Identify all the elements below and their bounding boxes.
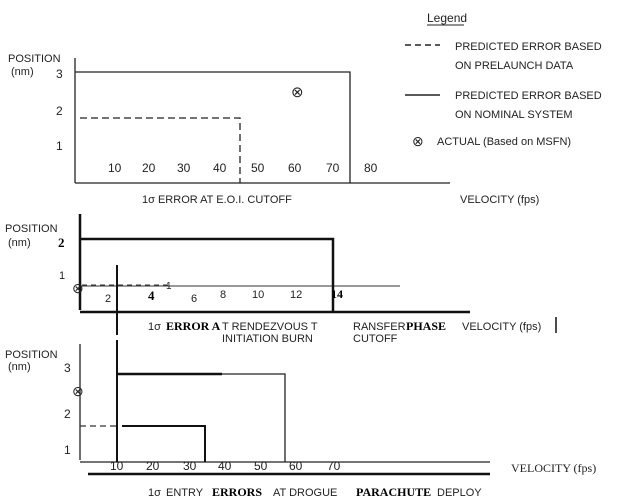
p2-caption-phase: PHASE bbox=[406, 319, 446, 333]
p2-xtick-8: 8 bbox=[220, 289, 226, 301]
legend-nominal-line2: ON NOMINAL SYSTEM bbox=[455, 109, 573, 121]
panel-entry: POSITION (nm) 3 2 1 ⊗ 10 20 30 40 50 60 … bbox=[5, 340, 596, 499]
p1-xtick-10: 10 bbox=[108, 161, 122, 175]
p3-caption-sigma: 1σ bbox=[148, 487, 161, 499]
p2-xtick-12: 12 bbox=[290, 289, 302, 301]
p3-ytick-2: 2 bbox=[64, 407, 71, 421]
p3-xtick-30: 30 bbox=[183, 459, 197, 473]
p3-prelaunch-line bbox=[122, 425, 206, 462]
p1-xtick-70: 70 bbox=[326, 161, 340, 175]
p3-xtick-50: 50 bbox=[254, 459, 268, 473]
p3-nominal-line bbox=[222, 373, 286, 462]
p1-xtick-60: 60 bbox=[288, 161, 302, 175]
p1-ytick-1: 1 bbox=[56, 139, 63, 153]
legend: Legend PREDICTED ERROR BASED ON PRELAUNC… bbox=[405, 11, 602, 149]
p3-ylabel-line1: POSITION bbox=[5, 349, 58, 361]
legend-title: Legend bbox=[427, 11, 467, 25]
p3-ylabel-line2: (nm) bbox=[8, 361, 31, 373]
p2-xtick-1: 1 bbox=[166, 281, 172, 292]
legend-prelaunch-line1: PREDICTED ERROR BASED bbox=[455, 41, 602, 53]
p2-ytick-2: 2 bbox=[58, 235, 65, 250]
p2-xtick-2: 2 bbox=[105, 293, 111, 305]
p1-xtick-20: 20 bbox=[142, 161, 156, 175]
p3-actual-marker: ⊗ bbox=[72, 383, 84, 399]
panel-rendezvous: POSITION (nm) 2 1 ⊗ 2 4 1 6 8 10 12 14 1… bbox=[5, 214, 557, 345]
p3-ytick-1: 1 bbox=[64, 443, 71, 457]
p2-xtick-4: 4 bbox=[148, 288, 155, 303]
p1-xtick-50: 50 bbox=[251, 161, 265, 175]
p3-caption-deploy: DEPLOY bbox=[437, 487, 482, 499]
p2-caption-ransfer: RANSFER bbox=[353, 321, 406, 333]
p1-xtick-80: 80 bbox=[364, 161, 378, 175]
p2-caption-error-a: ERROR A bbox=[166, 319, 221, 333]
legend-nominal-line1: PREDICTED ERROR BASED bbox=[455, 90, 602, 102]
p1-xtick-30: 30 bbox=[177, 161, 191, 175]
p1-prelaunch-line bbox=[80, 117, 241, 183]
p3-ytick-3: 3 bbox=[64, 361, 71, 375]
legend-actual-label: ACTUAL (Based on MSFN) bbox=[437, 136, 571, 148]
panel-eoi: POSITION (nm) 3 2 1 ⊗ 10 20 30 40 50 60 … bbox=[8, 53, 539, 206]
p2-xtick-6: 6 bbox=[191, 293, 197, 305]
p1-xtick-40: 40 bbox=[213, 161, 227, 175]
p2-caption-rendezvous: T RENDEZVOUS T bbox=[222, 321, 318, 333]
p1-ylabel-line2: (nm) bbox=[11, 66, 34, 78]
p2-ylabel-line2: (nm) bbox=[8, 237, 31, 249]
p2-nominal-line bbox=[80, 237, 335, 312]
p3-xtick-10: 10 bbox=[110, 459, 124, 473]
p1-nominal-line bbox=[75, 71, 351, 183]
p3-xtick-40: 40 bbox=[218, 459, 232, 473]
p2-ylabel-line1: POSITION bbox=[5, 223, 58, 235]
p3-xtick-60: 60 bbox=[289, 459, 303, 473]
p1-actual-marker: ⊗ bbox=[291, 84, 304, 101]
p3-caption-errors: ERRORS bbox=[212, 485, 262, 499]
p3-xlabel: VELOCITY (fps) bbox=[511, 461, 596, 475]
legend-actual-symbol: ⊗ bbox=[412, 133, 424, 149]
p3-caption-parachute: PARACHUTE bbox=[356, 485, 431, 499]
p2-caption-cutoff: CUTOFF bbox=[353, 333, 398, 345]
p2-xtick-10: 10 bbox=[252, 289, 264, 301]
p2-actual-marker: ⊗ bbox=[72, 280, 84, 296]
p3-caption-drogue: AT DROGUE bbox=[273, 487, 337, 499]
p3-xtick-70: 70 bbox=[327, 459, 341, 473]
p2-caption-initiation: INITIATION BURN bbox=[222, 333, 313, 345]
p1-caption: 1σ ERROR AT E.O.I. CUTOFF bbox=[142, 194, 292, 206]
p2-xtick-14: 14 bbox=[331, 287, 343, 301]
p3-caption-entry: ENTRY bbox=[166, 487, 204, 499]
p1-ytick-3: 3 bbox=[56, 67, 63, 81]
p2-xlabel: VELOCITY (fps) bbox=[462, 321, 541, 333]
p2-ytick-1: 1 bbox=[59, 270, 65, 282]
p2-caption-sigma: 1σ bbox=[148, 321, 161, 333]
legend-prelaunch-line2: ON PRELAUNCH DATA bbox=[455, 60, 574, 72]
p3-xtick-20: 20 bbox=[146, 459, 160, 473]
p1-xlabel: VELOCITY (fps) bbox=[460, 194, 539, 206]
p1-ylabel-line1: POSITION bbox=[8, 53, 61, 65]
p1-ytick-2: 2 bbox=[56, 104, 63, 118]
